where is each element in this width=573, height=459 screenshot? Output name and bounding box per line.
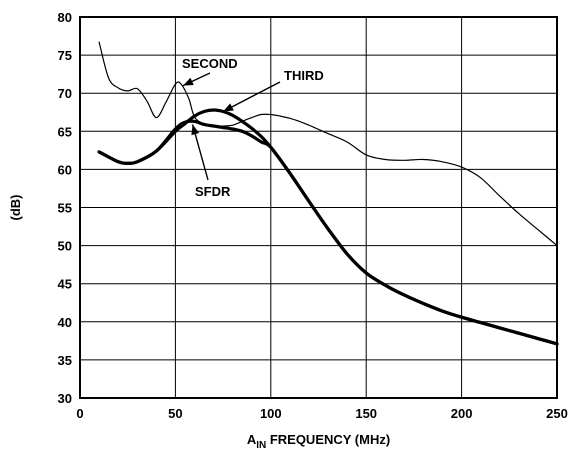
x-tick-label: 150: [355, 406, 377, 421]
series-line-sfdr: [97, 119, 559, 346]
annotation-second-arrowhead: [183, 77, 194, 86]
y-tick-label: 50: [58, 239, 72, 254]
annotation-third-label: THIRD: [284, 68, 324, 83]
annotation-sfdr-label: SFDR: [195, 184, 231, 199]
y-tick-label: 55: [58, 201, 72, 216]
y-tick-labels: 30 35 40 45 50 55 60 65 70 75 80: [58, 10, 72, 406]
y-tick-label: 45: [58, 277, 72, 292]
y-tick-label: 65: [58, 124, 72, 139]
x-axis-title-sub: IN: [256, 440, 266, 451]
y-tick-label: 40: [58, 315, 72, 330]
x-tick-label: 0: [76, 406, 83, 421]
plot-frame: [79, 16, 558, 399]
annotation-second-label: SECOND: [182, 56, 238, 71]
x-axis-title: AIN FREQUENCY (MHz): [247, 432, 390, 451]
y-tick-label: 75: [58, 48, 72, 63]
x-axis-title-main: A: [247, 432, 257, 447]
y-tick-label: 80: [58, 10, 72, 25]
annotations: SECOND THIRD SFDR: [182, 56, 324, 199]
annotation-third-arrow: [222, 81, 281, 113]
y-tick-label: 60: [58, 162, 72, 177]
x-tick-label: 200: [451, 406, 473, 421]
series-lines: [97, 41, 559, 346]
annotation-third-arrowhead: [223, 103, 234, 112]
x-tick-label: 250: [546, 406, 568, 421]
y-tick-label: 70: [58, 86, 72, 101]
series-line-second: [98, 41, 558, 247]
x-tick-label: 50: [168, 406, 182, 421]
y-tick-label: 30: [58, 391, 72, 406]
x-axis-title-rest: FREQUENCY (MHz): [266, 432, 390, 447]
x-tick-labels: 0 50 100 150 200 250: [76, 406, 567, 421]
y-tick-label: 35: [58, 353, 72, 368]
y-axis-title: (dB): [8, 195, 23, 221]
x-tick-label: 100: [260, 406, 282, 421]
annotation-sfdr-arrowhead: [191, 124, 200, 136]
